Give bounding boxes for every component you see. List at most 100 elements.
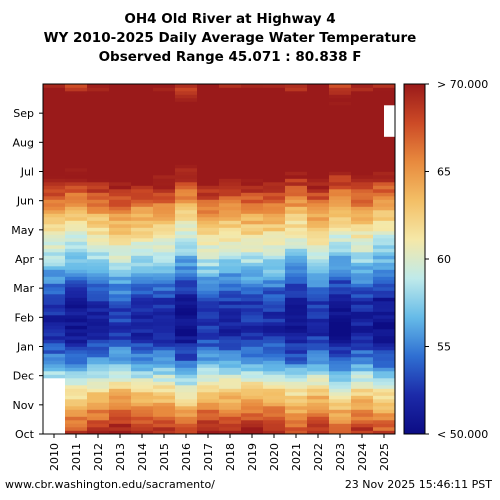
heatmap-cell bbox=[43, 231, 66, 235]
heatmap-cell bbox=[175, 357, 198, 361]
heatmap-cell bbox=[285, 304, 308, 309]
heatmap-cell bbox=[87, 269, 110, 274]
heatmap-cell bbox=[263, 357, 286, 361]
heatmap-cell bbox=[175, 322, 198, 326]
heatmap-cell bbox=[263, 409, 286, 414]
heatmap-cell bbox=[153, 217, 176, 221]
heatmap-cell bbox=[241, 332, 264, 337]
heatmap-cell bbox=[87, 350, 110, 354]
heatmap-cell bbox=[175, 213, 198, 218]
heatmap-cell bbox=[351, 402, 374, 407]
heatmap-cell bbox=[197, 189, 220, 193]
heatmap-cell bbox=[219, 283, 242, 288]
heatmap-cell bbox=[263, 287, 286, 291]
heatmap-cell bbox=[285, 168, 308, 172]
heatmap-cell bbox=[241, 381, 264, 386]
heatmap-cell bbox=[87, 388, 110, 393]
heatmap-cell bbox=[109, 213, 132, 218]
heatmap-cell bbox=[153, 171, 176, 176]
heatmap-cell bbox=[43, 164, 66, 169]
heatmap-cell bbox=[65, 87, 88, 92]
heatmap-cell bbox=[131, 423, 154, 428]
heatmap-cell bbox=[109, 311, 132, 316]
heatmap-cell bbox=[307, 217, 330, 221]
heatmap-cell bbox=[43, 332, 66, 337]
heatmap-column-2019 bbox=[241, 84, 264, 435]
heatmap-cell bbox=[263, 84, 286, 88]
heatmap-cell bbox=[285, 332, 308, 337]
heatmap-cell bbox=[197, 409, 220, 414]
heatmap-cell bbox=[373, 287, 396, 291]
heatmap-cell bbox=[373, 115, 384, 120]
heatmap-cell bbox=[65, 199, 88, 204]
heatmap-cell bbox=[219, 406, 242, 410]
heatmap-cell bbox=[285, 297, 308, 302]
heatmap-cell bbox=[65, 241, 88, 246]
heatmap-cell bbox=[109, 129, 132, 134]
colorbar-tick-label: 55 bbox=[437, 341, 451, 354]
heatmap-cell-missing bbox=[384, 133, 396, 137]
heatmap-cell bbox=[43, 353, 66, 358]
heatmap-cell bbox=[373, 220, 396, 225]
heatmap-cell bbox=[351, 91, 374, 95]
heatmap-cell bbox=[329, 98, 352, 102]
heatmap-cell bbox=[153, 402, 176, 407]
heatmap-cell bbox=[351, 325, 374, 330]
heatmap-cell bbox=[131, 325, 154, 330]
heatmap-cell bbox=[373, 255, 396, 260]
heatmap-cell bbox=[131, 185, 154, 190]
heatmap-cell bbox=[351, 266, 374, 270]
heatmap-cell bbox=[307, 252, 330, 256]
heatmap-cell bbox=[351, 413, 374, 417]
heatmap-cell bbox=[285, 122, 308, 127]
heatmap-cell bbox=[175, 185, 198, 190]
heatmap-cell bbox=[131, 266, 154, 270]
heatmap-cell bbox=[197, 395, 220, 400]
heatmap-cell bbox=[131, 231, 154, 235]
heatmap-cell bbox=[351, 108, 374, 113]
heatmap-cell bbox=[109, 413, 132, 417]
heatmap-cell bbox=[43, 346, 66, 351]
heatmap-cell bbox=[87, 262, 110, 267]
heatmap-cell bbox=[153, 224, 176, 228]
heatmap-cell bbox=[43, 161, 66, 165]
heatmap-cell bbox=[87, 189, 110, 193]
heatmap-cell bbox=[307, 262, 330, 267]
heatmap-cell bbox=[307, 192, 330, 197]
heatmap-cell bbox=[329, 322, 352, 326]
heatmap-cell bbox=[87, 395, 110, 400]
heatmap-cell bbox=[373, 227, 396, 232]
heatmap-cell bbox=[109, 227, 132, 232]
heatmap-cell bbox=[65, 346, 88, 351]
heatmap-cell bbox=[175, 374, 198, 379]
heatmap-cell bbox=[373, 98, 396, 102]
heatmap-cell bbox=[307, 154, 330, 158]
heatmap-cell bbox=[351, 136, 374, 141]
heatmap-cell bbox=[131, 252, 154, 256]
heatmap-cell bbox=[65, 119, 88, 123]
heatmap-cell bbox=[219, 266, 242, 270]
x-tick-label-2015: 2015 bbox=[158, 443, 171, 471]
footer-source-url[interactable]: www.cbr.washington.edu/sacramento/ bbox=[5, 478, 215, 491]
heatmap-cell bbox=[109, 91, 132, 95]
heatmap-cell bbox=[175, 210, 198, 214]
heatmap-cell bbox=[175, 154, 198, 158]
heatmap-cell bbox=[109, 301, 132, 305]
heatmap-cell bbox=[109, 273, 132, 277]
heatmap-column-2013 bbox=[109, 84, 132, 435]
heatmap-cell bbox=[241, 399, 264, 403]
heatmap-cell bbox=[87, 87, 110, 92]
heatmap-cell bbox=[153, 290, 176, 295]
heatmap-cell bbox=[373, 294, 396, 298]
heatmap-cell bbox=[87, 332, 110, 337]
heatmap-cell bbox=[351, 329, 374, 333]
heatmap-cell bbox=[153, 178, 176, 183]
heatmap-column-2018 bbox=[219, 84, 242, 435]
heatmap-cell bbox=[373, 378, 396, 382]
heatmap-cell bbox=[87, 430, 110, 435]
heatmap-cell bbox=[197, 297, 220, 302]
heatmap-cell bbox=[307, 301, 330, 305]
heatmap-cell bbox=[241, 259, 264, 263]
heatmap-cell bbox=[219, 87, 242, 92]
heatmap-cell bbox=[263, 350, 286, 354]
